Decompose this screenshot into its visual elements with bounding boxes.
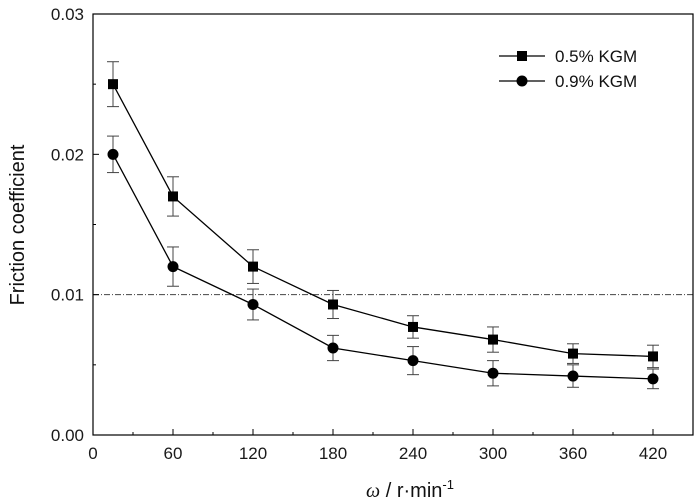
x-tick-label: 0 [88,444,97,463]
y-tick-label: 0.01 [51,286,84,305]
x-tick-label: 60 [164,444,183,463]
data-point [107,148,119,160]
legend-marker [516,75,528,87]
axes: 0 60 120 180 240 300 360 420 0.00 0.01 0.02 0.03 [51,5,694,463]
legend-marker [517,51,527,61]
y-tick-label: 0.00 [51,426,84,445]
series-line [112,83,654,358]
data-point [567,370,579,382]
data-point [647,373,659,385]
data-point [168,191,178,202]
legend-entry: 0.9% KGM [499,72,637,91]
x-tick-label: 120 [239,444,267,463]
series-2 [107,135,659,390]
data-point [407,355,419,367]
legend-label: 0.9% KGM [555,72,637,91]
series-1 [107,61,659,369]
series-line [112,154,654,380]
data-point [568,348,578,359]
x-axis-symbol: ω [366,480,380,502]
data-point [328,299,338,310]
legend-label: 0.5% KGM [555,47,637,66]
data-point [327,342,339,354]
y-axis-title: Friction coefficient [7,144,29,305]
x-axis-unit: / r·min [380,480,442,502]
x-tick-label: 180 [319,444,347,463]
data-point [108,79,118,90]
x-tick-label: 240 [399,444,427,463]
legend: 0.5% KGM 0.9% KGM [499,47,637,91]
data-point [648,351,658,362]
data-point [408,321,418,332]
x-tick-label: 420 [639,444,667,463]
x-tick-label: 300 [479,444,507,463]
plot-area [93,61,693,390]
data-point [167,261,179,273]
y-tick-label: 0.03 [51,5,84,24]
y-tick-label: 0.02 [51,145,84,164]
data-point [487,367,499,379]
data-point [248,261,258,272]
data-point [488,334,498,345]
x-tick-label: 360 [559,444,587,463]
data-point [247,298,259,310]
x-axis-title: ω / r·min-1 [366,477,454,502]
x-axis-exponent: -1 [442,477,454,492]
legend-entry: 0.5% KGM [499,47,637,66]
